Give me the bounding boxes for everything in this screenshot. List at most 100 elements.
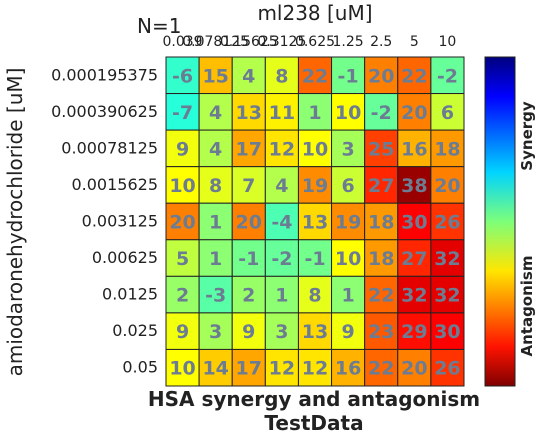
heatmap-cell [231,93,266,131]
chart-subtitle: TestData [264,411,363,433]
cell-value-label: 12 [269,358,295,380]
heatmap-cell [331,93,366,131]
heatmap-cell [165,312,200,350]
heatmap-cell [165,56,200,95]
x-tick-label: 0.3125 [257,34,306,50]
heatmap-cell [264,275,299,314]
heatmap-cell [165,93,200,131]
heatmap-cell [397,202,432,241]
cell-value-label: -1 [238,248,259,270]
cell-value-label: 3 [209,321,222,343]
chart-title: HSA synergy and antagonism [148,387,480,411]
cell-value-label: 1 [275,285,288,307]
heatmap-cell [231,239,266,277]
cell-value-label: 13 [302,212,328,234]
cell-value-label: 20 [434,175,460,197]
cell-value-label: 32 [401,285,427,307]
cell-value-label: 11 [269,102,295,124]
heatmap-cell [165,348,200,387]
heatmap-cell [198,202,233,241]
cell-value-label: 26 [434,358,460,380]
cell-value-label: 16 [335,358,361,380]
cell-value-label: 27 [401,248,427,270]
cell-value-label: 10 [169,358,195,380]
cell-value-label: 12 [269,138,295,160]
cell-value-label: 6 [341,175,354,197]
cell-value-label: 10 [169,175,195,197]
cell-value-label: 3 [275,321,288,343]
y-tick-label: 0.05 [122,358,158,377]
x-tick-label: 5 [410,34,419,50]
cell-value-label: 9 [341,321,354,343]
y-tick-label: 0.000195375 [51,65,158,84]
heatmap-cell [198,56,233,95]
heatmap-cell [231,56,266,95]
heatmap-cell [264,239,299,277]
cell-value-label: 1 [341,285,354,307]
cell-value-label: 8 [209,175,222,197]
cell-value-label: 13 [236,102,262,124]
cell-value-label: 8 [308,285,321,307]
cell-value-label: 12 [302,358,328,380]
cell-value-label: 19 [335,212,361,234]
cell-value-label: 17 [236,138,262,160]
y-tick-label: 0.025 [112,321,158,340]
cell-value-label: 20 [401,358,427,380]
cell-value-label: 1 [209,212,222,234]
heatmap-cell [430,239,465,277]
cell-value-label: 19 [302,175,328,197]
colorbar [484,56,516,387]
heatmap-cell [165,275,200,314]
cell-value-label: 5 [176,248,189,270]
heatmap-cell [430,202,465,241]
heatmap-cell [198,312,233,350]
y-axis-label: amiodaronehydrochloride [uM] [3,68,27,377]
cell-value-label: 20 [236,212,262,234]
heatmap-cell [331,348,366,387]
heatmap-cell [430,312,465,350]
x-tick-label: 0.15625 [220,34,278,50]
cell-value-label: 27 [368,175,394,197]
heatmap-cell [430,56,465,95]
x-tick-label: 0.625 [295,34,335,50]
heatmap-cell [297,312,333,350]
cell-value-label: 38 [401,175,427,197]
heatmap-cell [231,202,266,241]
heatmap-cell [297,129,333,168]
cell-value-label: -2 [371,102,392,124]
cell-value-label: 14 [202,358,228,380]
heatmap-cell [430,166,465,204]
heatmap-cell [364,202,399,241]
cell-value-label: 20 [169,212,195,234]
cell-value-label: -6 [172,65,193,87]
cell-value-label: 8 [275,65,288,87]
heatmap-cell [231,129,266,168]
cell-value-label: 18 [434,138,460,160]
cell-value-label: 30 [434,321,460,343]
x-tick-label: 0.078125 [182,34,249,50]
cell-value-label: 22 [368,358,394,380]
y-tick-label: 0.0125 [102,285,158,304]
n-annotation: N=1 [137,14,181,38]
y-tick-label: 0.00078125 [61,138,158,157]
cell-value-label: 4 [209,102,222,124]
cell-value-label: 15 [202,65,228,87]
x-tick-label: 1.25 [333,34,364,50]
heatmap-cell [397,129,432,168]
heatmap-cell [331,275,366,314]
cell-value-label: 4 [242,65,255,87]
heatmap-cell [297,93,333,131]
heatmap-cell [331,129,366,168]
heatmap-cell [430,129,465,168]
y-tick-label: 0.003125 [82,212,158,231]
cell-value-label: 4 [275,175,288,197]
heatmap-cells: -6 15 4 8 22 -1 20 22 -2-7 4 13 11 1 10 -2 20 69 4 17 12 10 3… [165,56,465,387]
heatmap-cell [165,239,200,277]
cell-value-label: 22 [302,65,328,87]
cell-value-label: 20 [368,65,394,87]
cell-value-label: 22 [401,65,427,87]
heatmap-cell [297,275,333,314]
cell-value-label: -2 [437,65,458,87]
